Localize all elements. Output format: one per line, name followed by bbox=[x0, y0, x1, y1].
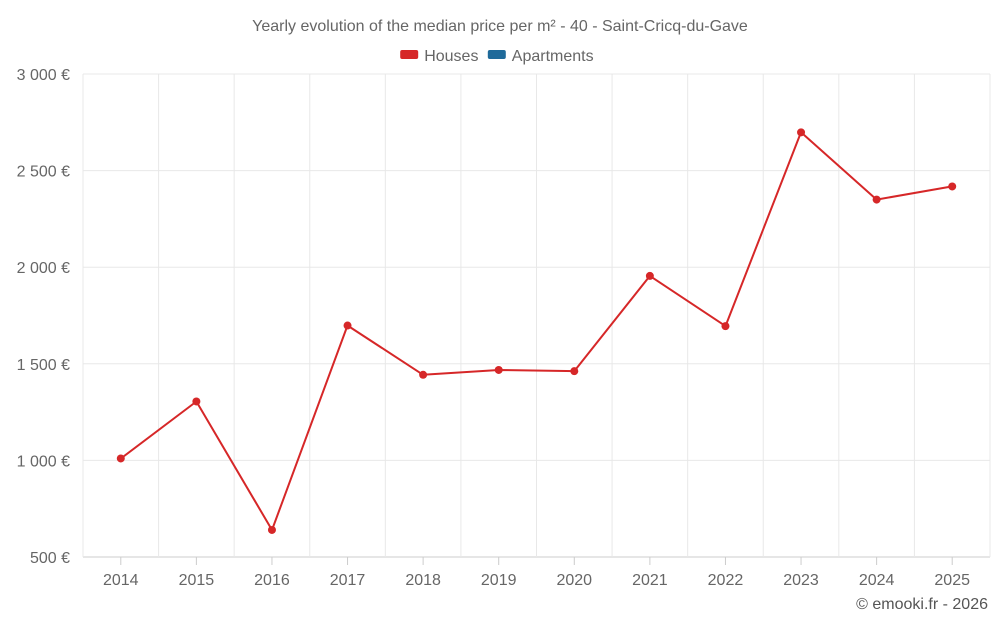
y-tick-label: 3 000 € bbox=[17, 67, 70, 84]
y-tick-label: 2 500 € bbox=[17, 164, 70, 181]
data-point bbox=[494, 365, 503, 374]
x-tick-label: 2024 bbox=[859, 572, 895, 589]
data-point bbox=[192, 397, 201, 406]
credit-text: © emooki.fr - 2026 bbox=[856, 596, 988, 613]
y-tick-label: 1 000 € bbox=[17, 453, 70, 470]
data-point bbox=[872, 195, 881, 204]
x-tick-label: 2022 bbox=[708, 572, 744, 589]
data-point bbox=[116, 454, 125, 463]
y-axis-ticks: 500 € 1 000 € 1 500 € 2 000 € 2 500 € 3 000 € bbox=[17, 67, 70, 567]
x-tick-label: 2014 bbox=[103, 572, 139, 589]
x-axis-ticks: 2014 2015 2016 2017 2018 2019 2020 2021 2022 2023… bbox=[103, 557, 970, 589]
data-point bbox=[797, 128, 806, 137]
legend: Houses Apartments bbox=[400, 48, 594, 65]
x-tick-label: 2019 bbox=[481, 572, 517, 589]
chart-title: Yearly evolution of the median price per… bbox=[252, 18, 748, 35]
legend-label-apartments: Apartments bbox=[512, 48, 594, 65]
legend-swatch-houses bbox=[400, 50, 419, 59]
y-tick-label: 2 000 € bbox=[17, 260, 70, 277]
series-line-houses bbox=[120, 131, 953, 531]
data-point bbox=[645, 271, 654, 280]
data-point bbox=[267, 525, 276, 534]
data-point bbox=[343, 321, 352, 330]
data-point bbox=[419, 370, 428, 379]
y-tick-label: 1 500 € bbox=[17, 357, 70, 374]
data-point bbox=[721, 322, 730, 331]
x-tick-label: 2015 bbox=[179, 572, 215, 589]
data-point bbox=[948, 182, 957, 191]
data-point bbox=[570, 367, 579, 376]
legend-swatch-apartments bbox=[487, 50, 506, 59]
legend-label-houses: Houses bbox=[424, 48, 478, 65]
x-tick-label: 2018 bbox=[405, 572, 441, 589]
x-tick-label: 2023 bbox=[783, 572, 819, 589]
series-layer bbox=[116, 128, 957, 534]
x-tick-label: 2025 bbox=[934, 572, 970, 589]
gridlines bbox=[82, 73, 991, 558]
x-tick-label: 2021 bbox=[632, 572, 668, 589]
y-tick-label: 500 € bbox=[30, 550, 70, 567]
x-tick-label: 2020 bbox=[556, 572, 592, 589]
x-tick-label: 2017 bbox=[330, 572, 366, 589]
x-tick-label: 2016 bbox=[254, 572, 290, 589]
